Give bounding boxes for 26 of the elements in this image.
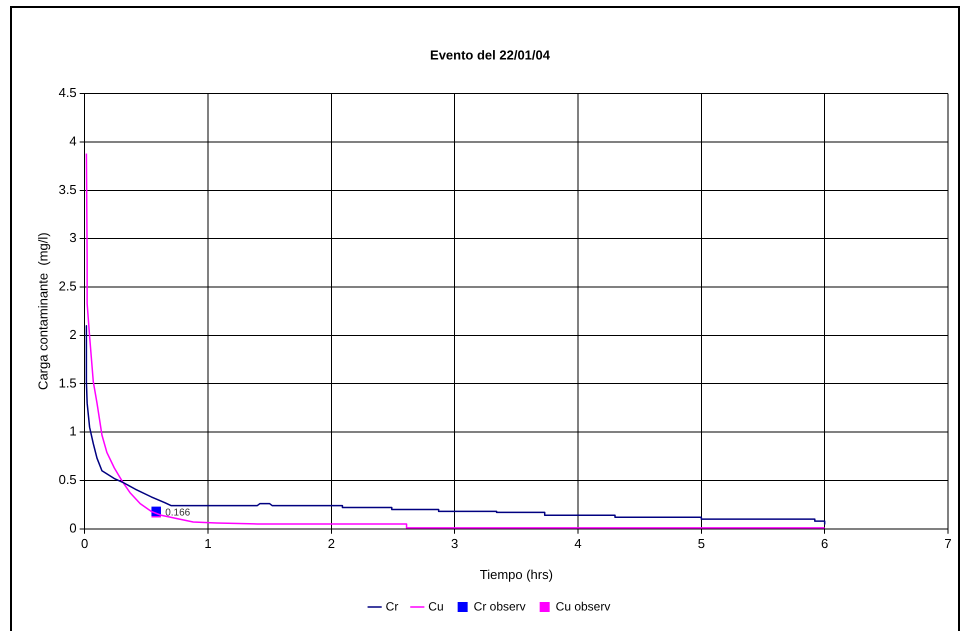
x-tick-label: 2 xyxy=(328,536,335,552)
legend-label: Cu observ xyxy=(556,599,610,614)
x-tick-label: 4 xyxy=(574,536,582,552)
y-tick-label: 2 xyxy=(69,326,77,342)
x-tick-label: 3 xyxy=(451,536,458,552)
y-tick-label: 1.5 xyxy=(58,375,77,390)
x-axis-title: Tiempo (hrs) xyxy=(480,566,553,582)
y-tick-label: 0 xyxy=(69,520,77,536)
y-tick-label: 3.5 xyxy=(58,182,77,197)
y-tick-label: 4.5 xyxy=(58,85,77,100)
y-axis-title: Carga contaminante (mg/l) xyxy=(35,232,50,390)
x-tick-label: 0 xyxy=(81,536,88,552)
x-tick-label: 6 xyxy=(821,536,828,552)
y-tick-label: 0.5 xyxy=(58,472,77,488)
data-label: 0.166 xyxy=(165,507,191,518)
legend-label: Cr observ xyxy=(474,599,526,614)
chart-title: Evento del 22/01/04 xyxy=(430,47,551,62)
x-tick-label: 1 xyxy=(204,536,212,552)
x-tick-label: 5 xyxy=(698,536,705,552)
y-tick-label: 1 xyxy=(69,424,77,439)
legend-label: Cr xyxy=(386,599,398,614)
y-tick-label: 2.5 xyxy=(58,278,77,294)
y-tick-label: 4 xyxy=(69,134,77,149)
x-tick-label: 7 xyxy=(944,536,952,552)
y-tick-label: 3 xyxy=(69,230,77,246)
legend-label: Cu xyxy=(428,599,444,614)
